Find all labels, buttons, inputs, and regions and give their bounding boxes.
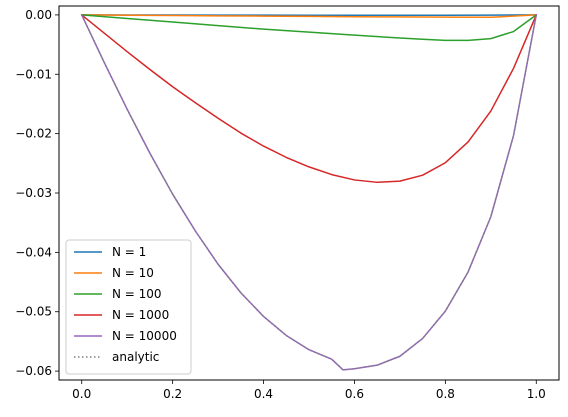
y-tick-label: −0.02	[15, 127, 52, 141]
x-tick-label: 0.4	[254, 387, 273, 401]
legend-label: N = 100	[112, 287, 162, 301]
y-axis: 0.00 −0.01 −0.02 −0.03 −0.04 −0.05 −0.06	[15, 8, 59, 378]
legend-label: analytic	[112, 350, 159, 364]
series-line-2	[82, 15, 537, 41]
y-tick-label: −0.05	[15, 305, 52, 319]
y-tick-label: −0.04	[15, 245, 52, 259]
y-tick-label: −0.06	[15, 364, 52, 378]
y-tick-label: 0.00	[25, 8, 52, 22]
x-tick-label: 0.0	[72, 387, 91, 401]
x-tick-label: 0.2	[163, 387, 182, 401]
legend-label: N = 1000	[112, 308, 169, 322]
legend-label: N = 10	[112, 266, 154, 280]
legend-label: N = 1	[112, 245, 146, 259]
x-axis: 0.0 0.2 0.4 0.6 0.8 1.0	[72, 380, 546, 401]
legend-label: N = 10000	[112, 329, 177, 343]
legend: N = 1 N = 10 N = 100 N = 1000 N = 10000 analy…	[66, 240, 191, 374]
y-tick-label: −0.01	[15, 67, 52, 81]
x-tick-label: 1.0	[527, 387, 546, 401]
y-tick-label: −0.03	[15, 186, 52, 200]
x-tick-label: 0.6	[345, 387, 364, 401]
x-tick-label: 0.8	[436, 387, 455, 401]
